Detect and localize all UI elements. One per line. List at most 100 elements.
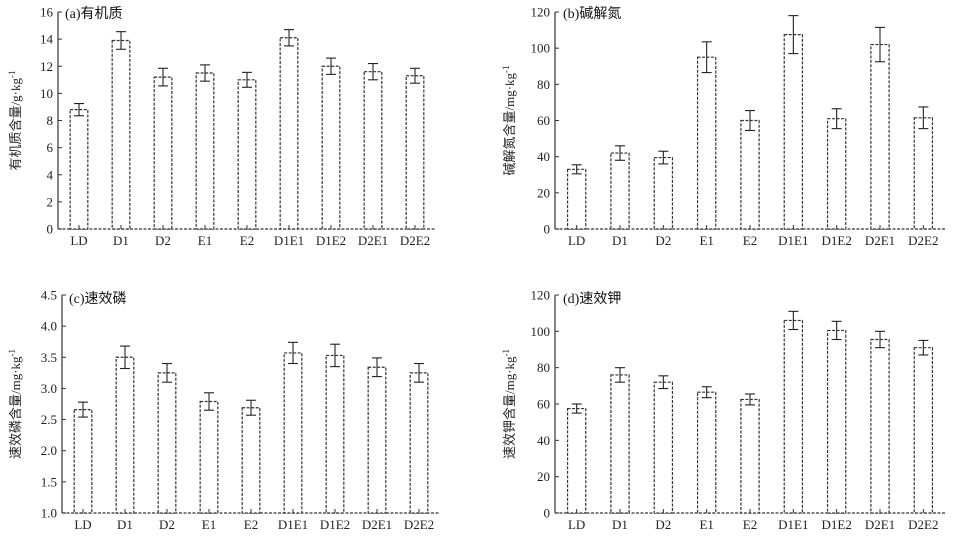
y-axis-title: 速效磷含量/mg·kg-1 xyxy=(7,349,23,459)
y-tick-label: 40 xyxy=(537,433,550,448)
y-tick-label: 0 xyxy=(544,222,551,237)
bar xyxy=(321,65,341,230)
bar xyxy=(740,119,760,230)
y-tick-label: 80 xyxy=(537,360,550,375)
bar xyxy=(826,329,847,514)
x-tick-label: D1E1 xyxy=(778,517,808,532)
bar xyxy=(153,76,173,230)
y-axis-title: 速效钾含量/mg·kg-1 xyxy=(501,349,517,459)
bar xyxy=(696,56,717,230)
y-tick-label: 80 xyxy=(537,77,550,92)
panel-title: (c)速效磷 xyxy=(69,291,127,307)
x-tick-label: D2E1 xyxy=(865,233,895,248)
x-tick-label: D1E1 xyxy=(778,233,808,248)
x-tick-label: E2 xyxy=(743,517,757,532)
x-tick-label: D1E2 xyxy=(320,517,350,532)
x-tick-label: E2 xyxy=(244,517,258,532)
panel-title: (d)速效钾 xyxy=(563,291,621,307)
bar xyxy=(367,366,387,514)
bar xyxy=(826,118,847,230)
bar xyxy=(870,338,890,514)
bar xyxy=(566,407,587,514)
x-tick-label: D1 xyxy=(612,233,628,248)
y-axis-title: 有机质含量/g·kg-1 xyxy=(7,71,23,171)
bar xyxy=(325,354,345,514)
y-tick-label: 4.5 xyxy=(41,288,57,303)
y-tick-label: 14 xyxy=(40,32,54,47)
y-tick-label: 1.0 xyxy=(41,506,57,521)
chart-panel-3: 1.01.52.02.53.03.54.04.5LD D1 D2 E1 E2 D1E1 D1… xyxy=(7,288,440,532)
x-tick-label: D2 xyxy=(159,517,175,532)
y-tick-label: 1.5 xyxy=(41,474,57,489)
bar xyxy=(237,79,257,230)
x-tick-label: D2 xyxy=(655,233,671,248)
y-tick-label: 4 xyxy=(47,167,54,182)
bar xyxy=(566,168,587,230)
bar xyxy=(653,156,674,230)
panel-title: (a)有机质 xyxy=(65,6,123,22)
x-tick-label: D2E2 xyxy=(908,233,938,248)
y-tick-label: 20 xyxy=(537,469,550,484)
bar xyxy=(363,71,383,230)
bar xyxy=(740,398,760,514)
bar xyxy=(279,37,299,230)
x-tick-label: D1E2 xyxy=(316,233,346,248)
bar xyxy=(653,381,674,514)
x-tick-label: D2E1 xyxy=(358,233,388,248)
x-tick-label: D2E2 xyxy=(908,517,938,532)
y-tick-label: 4.0 xyxy=(41,319,57,334)
x-tick-label: D1E2 xyxy=(821,517,851,532)
bar xyxy=(783,319,804,514)
y-tick-label: 3.0 xyxy=(41,381,57,396)
y-axis-title: 碱解氮含量/mg·kg-1 xyxy=(501,65,517,175)
x-tick-label: E1 xyxy=(198,233,212,248)
x-tick-label: LD xyxy=(568,517,585,532)
bar xyxy=(913,117,934,230)
y-tick-label: 0 xyxy=(544,506,551,521)
x-tick-label: D1E1 xyxy=(274,233,304,248)
bar xyxy=(283,352,303,514)
panel-title: (b)碱解氮 xyxy=(563,6,621,22)
x-tick-label: D1 xyxy=(612,517,628,532)
bar xyxy=(783,34,804,230)
bar xyxy=(610,152,630,230)
bar xyxy=(610,374,630,514)
x-tick-label: E1 xyxy=(202,517,216,532)
bar xyxy=(696,391,717,514)
x-tick-label: E2 xyxy=(240,233,254,248)
x-tick-label: D2E2 xyxy=(404,517,434,532)
bar xyxy=(73,409,93,514)
bar xyxy=(241,407,261,514)
x-tick-label: D2E2 xyxy=(400,233,430,248)
x-tick-label: LD xyxy=(568,233,585,248)
x-tick-label: D1E2 xyxy=(821,233,851,248)
x-tick-label: E2 xyxy=(743,233,757,248)
y-tick-label: 60 xyxy=(537,397,550,412)
y-tick-label: 10 xyxy=(40,86,53,101)
y-tick-label: 16 xyxy=(40,5,54,20)
bar xyxy=(157,372,177,514)
bar xyxy=(870,43,890,230)
y-tick-label: 40 xyxy=(537,149,550,164)
x-tick-label: E1 xyxy=(699,517,713,532)
y-tick-label: 2 xyxy=(47,194,54,209)
bar xyxy=(111,39,131,230)
y-tick-label: 100 xyxy=(531,41,551,56)
x-tick-label: D1E1 xyxy=(278,517,308,532)
bar xyxy=(409,372,429,514)
x-tick-label: D1 xyxy=(113,233,129,248)
y-tick-label: 2.0 xyxy=(41,443,57,458)
y-tick-label: 20 xyxy=(537,185,550,200)
y-tick-label: 120 xyxy=(531,288,551,303)
bar xyxy=(405,75,425,230)
x-tick-label: LD xyxy=(70,233,87,248)
x-tick-label: D2 xyxy=(155,233,171,248)
bar xyxy=(115,356,135,514)
y-tick-label: 100 xyxy=(531,324,551,339)
y-tick-label: 60 xyxy=(537,113,550,128)
x-tick-label: D2E1 xyxy=(362,517,392,532)
y-tick-label: 6 xyxy=(47,140,54,155)
x-tick-label: E1 xyxy=(699,233,713,248)
